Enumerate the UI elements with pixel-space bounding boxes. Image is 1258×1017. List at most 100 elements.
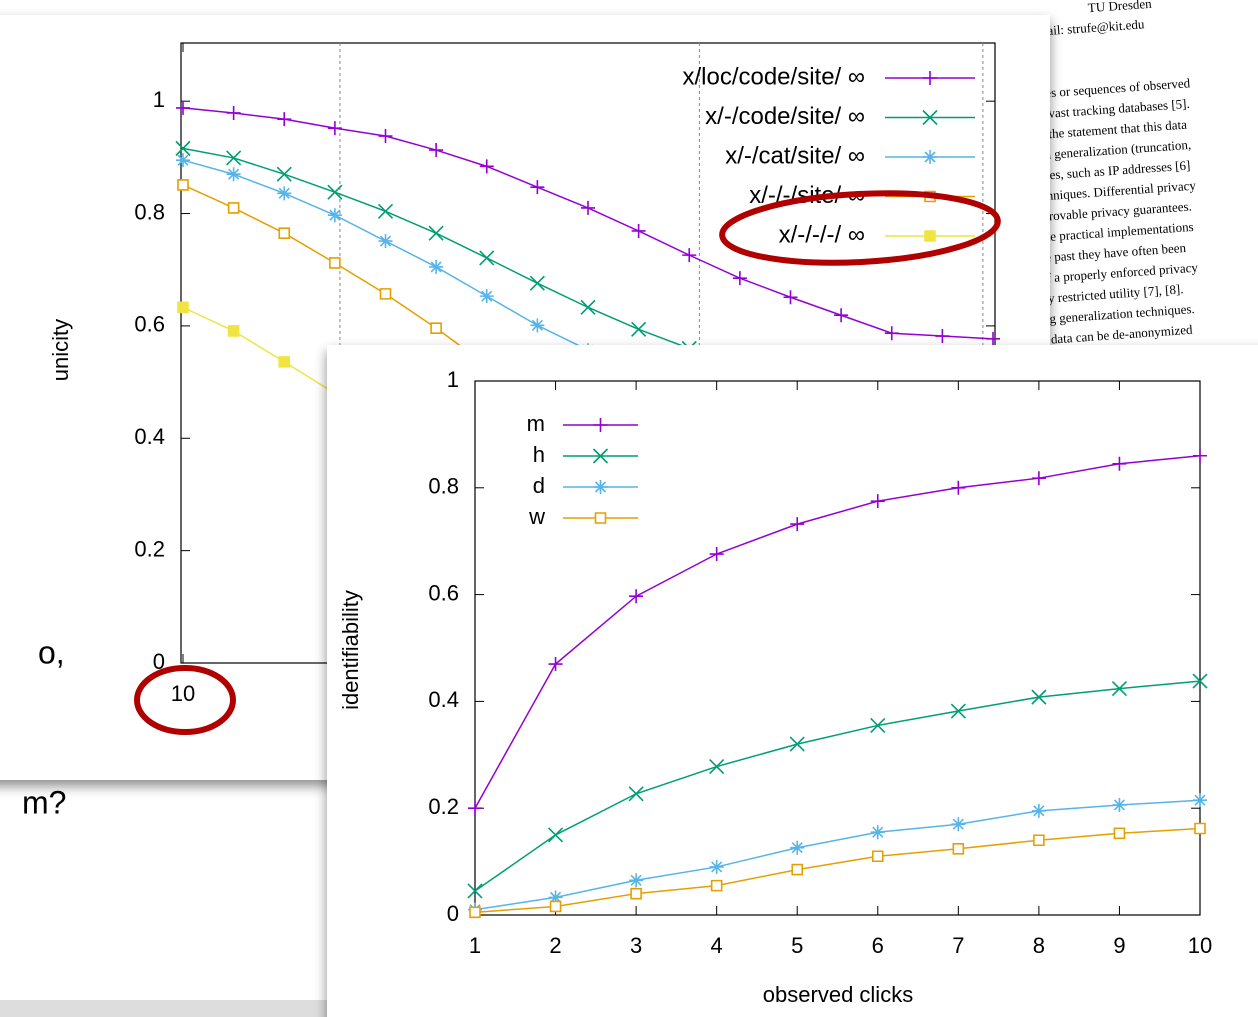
legend-label: x/loc/code/site/ ∞	[682, 63, 865, 90]
slide-text: o,	[38, 634, 65, 670]
marker	[226, 150, 242, 166]
marker	[950, 703, 966, 719]
x-tick-label: 4	[711, 933, 723, 958]
chart-panel	[327, 345, 1258, 1017]
y-tick-label: 0.6	[134, 312, 165, 337]
marker	[593, 418, 608, 432]
y-axis-label: identifiability	[338, 590, 363, 710]
marker	[277, 186, 292, 201]
marker	[790, 840, 805, 855]
marker	[1033, 834, 1045, 847]
y-tick-label: 0.4	[428, 687, 459, 712]
marker	[935, 329, 950, 344]
series-line	[182, 306, 336, 394]
y-tick-label: 1	[153, 87, 165, 112]
marker	[1194, 822, 1206, 835]
marker	[870, 494, 885, 509]
marker	[530, 180, 545, 195]
x-tick-label: 7	[952, 933, 964, 958]
marker	[951, 480, 966, 495]
marker	[922, 109, 938, 126]
marker	[547, 827, 564, 843]
y-tick-label: 0.8	[134, 199, 165, 224]
marker	[327, 208, 342, 223]
paper-page	[975, 0, 1258, 381]
marker	[593, 480, 608, 494]
marker	[277, 112, 292, 127]
marker	[923, 71, 937, 85]
marker	[629, 873, 644, 888]
marker	[630, 887, 642, 900]
marker	[1031, 689, 1047, 705]
marker	[581, 200, 595, 215]
marker	[530, 318, 545, 333]
marker	[884, 326, 899, 341]
marker	[710, 879, 723, 892]
marker	[1112, 797, 1127, 812]
marker	[952, 842, 965, 855]
marker	[1192, 673, 1208, 689]
x-tick-label: 10	[171, 681, 195, 706]
marker	[732, 271, 747, 286]
marker	[790, 517, 805, 532]
marker	[1193, 793, 1207, 808]
legend-label: w	[528, 504, 545, 529]
marker	[227, 202, 240, 214]
x-tick-label: 9	[1113, 933, 1125, 958]
marker	[479, 159, 494, 174]
y-tick-label: 0.2	[428, 794, 459, 819]
y-axis-label: unicity	[48, 319, 73, 381]
marker	[594, 512, 607, 524]
paper: TU Dresden Email: strufe@kit.edu files o…	[975, 0, 1258, 381]
marker	[377, 203, 394, 219]
marker	[709, 859, 724, 874]
marker	[467, 883, 483, 899]
marker	[548, 890, 563, 905]
marker	[789, 736, 805, 752]
marker	[276, 166, 292, 182]
y-tick-label: 0.2	[134, 536, 165, 561]
marker	[631, 321, 647, 337]
marker	[175, 140, 191, 156]
marker	[924, 230, 936, 242]
y-tick-label: 1	[447, 367, 459, 392]
series-line	[182, 147, 741, 372]
marker	[469, 906, 481, 919]
marker	[834, 308, 849, 323]
marker	[1193, 448, 1207, 463]
marker	[923, 150, 937, 164]
series-line	[474, 799, 1201, 911]
marker	[177, 179, 189, 191]
marker	[682, 248, 697, 263]
marker	[226, 167, 241, 182]
y-tick-label: 0.8	[428, 474, 459, 499]
y-tick-label: 0.6	[428, 580, 459, 605]
legend-label: m	[527, 411, 545, 436]
y-tick-label: 0	[447, 901, 459, 926]
marker	[580, 299, 596, 315]
legend-label: x/-/-/-/ ∞	[779, 221, 865, 248]
marker	[709, 547, 724, 562]
paper-header: TU Dresden	[1087, 0, 1152, 15]
marker	[378, 129, 393, 144]
highlight-circle	[719, 190, 1001, 266]
series-line	[182, 159, 639, 377]
x-tick-label: 1	[469, 933, 481, 958]
marker	[429, 143, 444, 158]
marker	[783, 290, 798, 305]
marker	[1113, 827, 1126, 840]
marker	[1111, 681, 1128, 697]
series-line	[474, 680, 1201, 892]
marker	[592, 448, 609, 464]
series-line	[474, 455, 1201, 809]
marker	[468, 801, 482, 816]
marker	[176, 100, 190, 115]
marker	[177, 301, 189, 314]
marker	[227, 325, 240, 337]
marker	[628, 786, 644, 802]
x-axis-label: observed clicks	[763, 982, 913, 1007]
y-tick-label: 0	[153, 649, 165, 674]
marker	[329, 257, 341, 269]
marker	[870, 717, 886, 733]
marker	[278, 356, 291, 368]
